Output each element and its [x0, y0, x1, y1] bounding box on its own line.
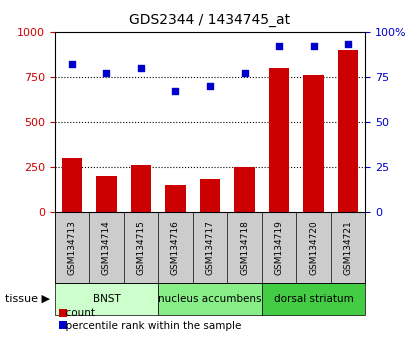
Text: GSM134719: GSM134719 [275, 220, 284, 275]
Bar [338, 50, 359, 212]
Point [103, 70, 110, 76]
Point [68, 62, 75, 67]
Text: GSM134715: GSM134715 [136, 220, 145, 275]
Text: count: count [59, 308, 95, 318]
Text: BNST: BNST [92, 294, 120, 304]
Point [310, 44, 317, 49]
Point [345, 42, 352, 47]
Point [172, 88, 179, 94]
Text: GSM134718: GSM134718 [240, 220, 249, 275]
Text: GSM134713: GSM134713 [67, 220, 76, 275]
Text: tissue ▶: tissue ▶ [5, 294, 50, 304]
Text: percentile rank within the sample: percentile rank within the sample [59, 321, 241, 331]
Bar [303, 75, 324, 212]
Text: dorsal striatum: dorsal striatum [274, 294, 354, 304]
Point [207, 83, 213, 89]
Point [241, 70, 248, 76]
Point [138, 65, 144, 71]
Bar [165, 185, 186, 212]
Bar [234, 167, 255, 212]
Title: GDS2344 / 1434745_at: GDS2344 / 1434745_at [129, 13, 291, 27]
Text: nucleus accumbens: nucleus accumbens [158, 294, 262, 304]
Bar [269, 68, 289, 212]
Bar [131, 165, 151, 212]
Point [276, 44, 282, 49]
Text: GSM134721: GSM134721 [344, 221, 353, 275]
Bar [96, 176, 117, 212]
Bar [200, 179, 221, 212]
Text: GSM134720: GSM134720 [309, 221, 318, 275]
Text: GSM134717: GSM134717 [205, 220, 215, 275]
Text: GSM134714: GSM134714 [102, 221, 111, 275]
Text: GSM134716: GSM134716 [171, 220, 180, 275]
Bar [61, 158, 82, 212]
